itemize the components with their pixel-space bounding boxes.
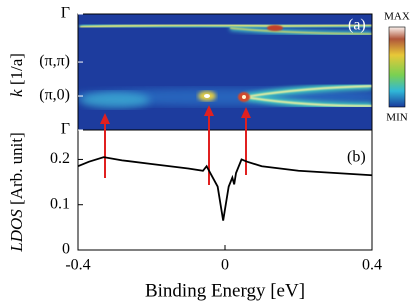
panel-label: (a) [348,17,366,34]
y-tick-label: Γ [61,121,70,138]
y-label-symbol: LDOS [7,209,26,253]
x-tick-label: -0.4 [65,257,90,274]
heatmap-image [78,14,372,130]
annotation-arrows [100,105,251,185]
panel-b-frame [77,129,373,251]
y-tick-label: (π,π) [39,53,70,70]
colorbar [388,26,406,108]
y-tick-label: Γ [61,5,70,22]
y-tick-label: 0 [62,241,70,258]
y-label-unit: [1/a] [7,53,26,85]
y-axis-label: k [1/a] [7,53,26,97]
x-tick-label: 0.4 [362,257,382,274]
y-tick-label: 0.1 [50,195,70,212]
y-label-symbol: k [7,89,26,97]
colorbar-max: MAX [384,11,410,23]
colorbar-min: MIN [386,112,407,124]
y-axis-label: LDOS [Arb. unit] [7,132,26,252]
y-tick-label: (π,0) [39,87,70,104]
ldos-line [77,156,373,221]
x-axis-label: Binding Energy [eV] [145,280,305,301]
y-tick-label: 0.2 [50,150,70,167]
x-tick-label: 0 [221,257,229,274]
y-label-unit: [Arb. unit] [7,132,26,205]
panel-label: (b) [347,149,366,166]
